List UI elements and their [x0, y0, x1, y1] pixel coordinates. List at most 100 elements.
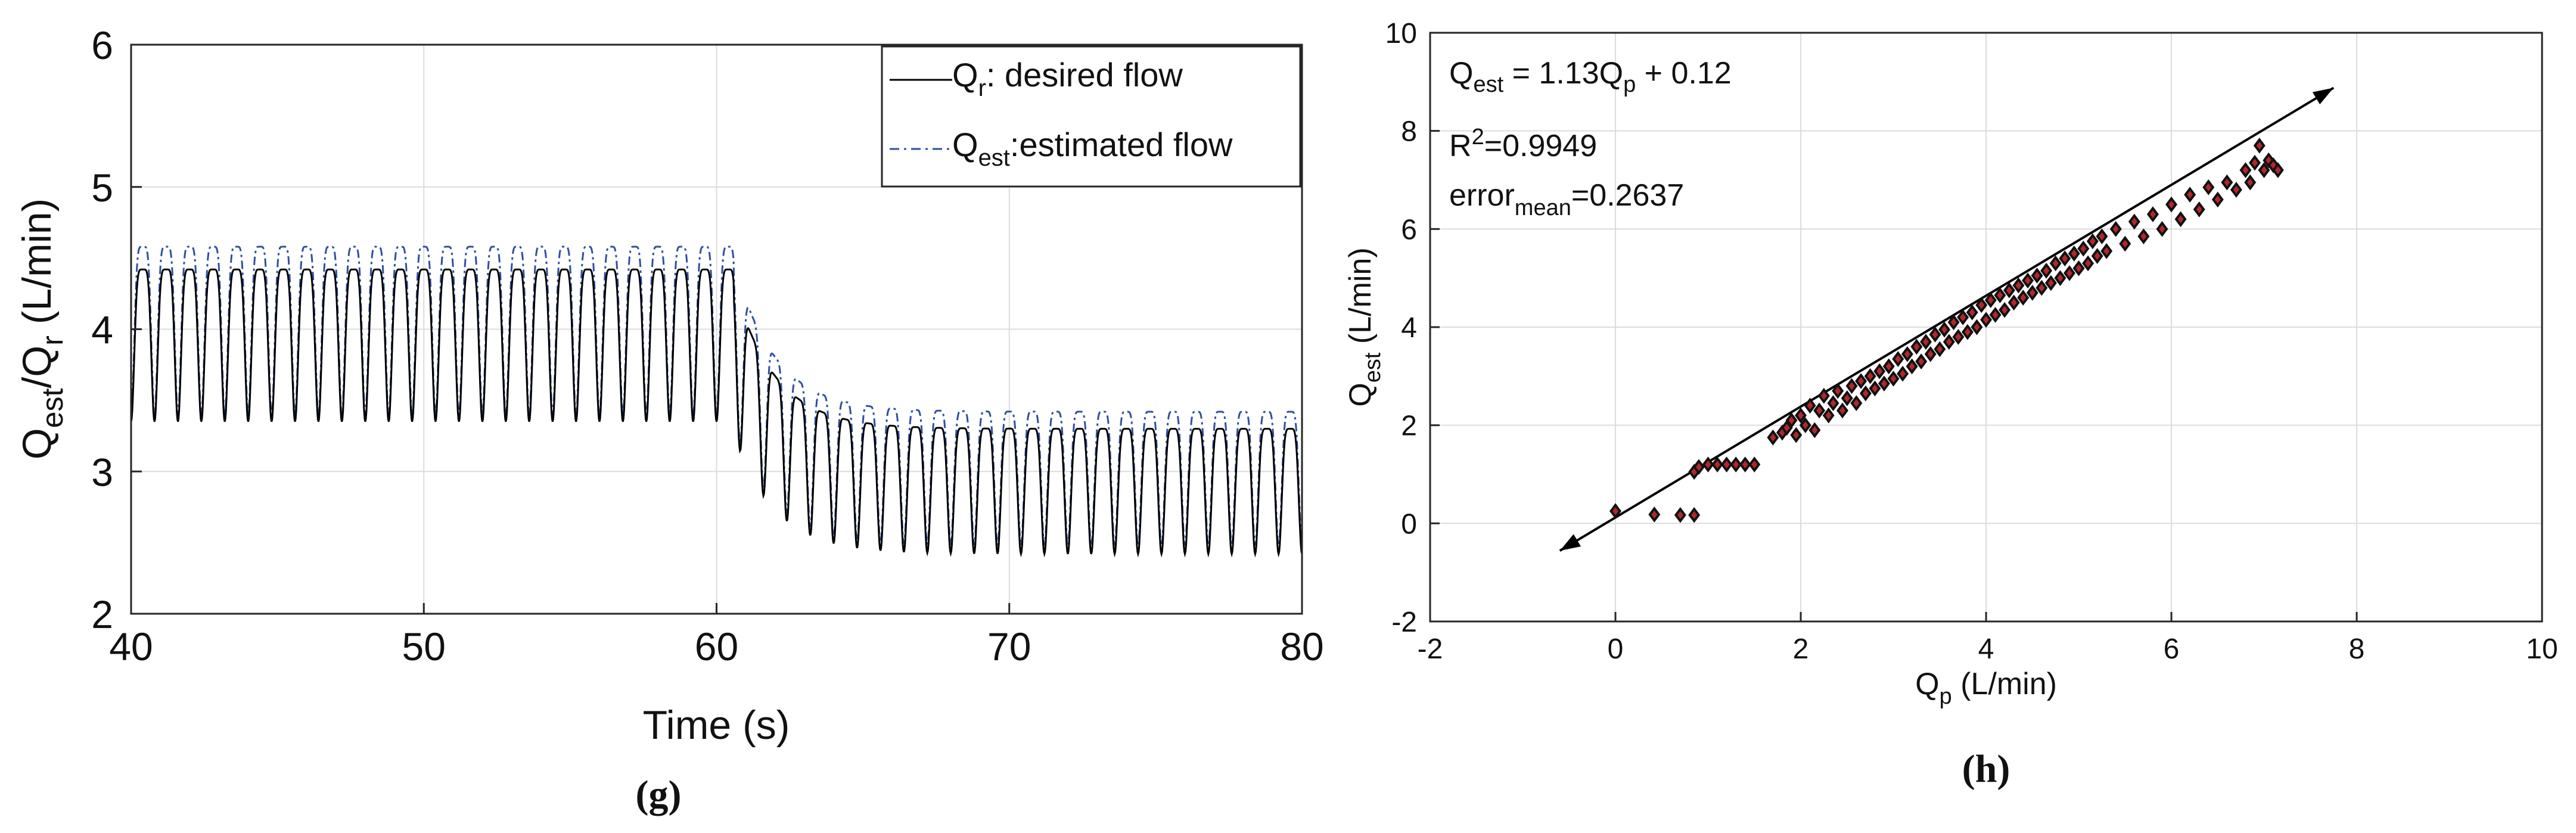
y-tick-label: 2 — [1401, 411, 1417, 442]
scatter-point — [2077, 240, 2090, 257]
scatter-point — [2244, 174, 2257, 191]
scatter-point — [1809, 422, 1821, 439]
scatter-point — [2049, 255, 2062, 272]
annotation-error: errormean=0.2637 — [1449, 178, 1684, 220]
chart-h-xlabel: Qp (L/min) — [1915, 667, 2057, 709]
scatter-point — [1817, 387, 1830, 404]
scatter-point — [1966, 304, 1978, 321]
scatter-point — [2128, 213, 2140, 230]
scatter-point — [1648, 506, 1661, 523]
scatter-point — [2086, 233, 2099, 250]
scatter-point — [2040, 262, 2053, 279]
chart-g-legend: Qr: desired flow Qest:estimated flow — [881, 45, 1301, 188]
series-estimated — [130, 245, 1303, 546]
scatter-point — [1873, 363, 1886, 380]
scatter-point — [1855, 373, 1867, 389]
scatter-point — [1952, 329, 1965, 345]
y-tick-label: 8 — [1401, 116, 1417, 148]
y-tick-label: 3 — [91, 450, 113, 494]
scatter-point — [2119, 235, 2131, 252]
x-tick-label: 70 — [987, 624, 1031, 669]
scatter-point — [1957, 309, 1969, 325]
x-tick-label: 0 — [1608, 633, 1624, 665]
scatter-point — [1822, 407, 1835, 424]
scatter-point — [2184, 187, 2196, 203]
scatter-point — [1702, 456, 1714, 473]
x-tick-label: 8 — [2349, 633, 2365, 665]
scatter-point — [1609, 503, 1621, 520]
scatter-point — [1938, 321, 1951, 338]
scatter-point — [1845, 378, 1858, 394]
x-tick-label: 6 — [2164, 633, 2180, 665]
scatter-point — [2031, 268, 2043, 284]
scatter-point — [1832, 383, 1844, 399]
chart-g-series — [130, 245, 1303, 558]
y-tick-label: 6 — [91, 23, 113, 67]
scatter-point — [1827, 395, 1839, 411]
scatter-point — [1971, 319, 1983, 335]
scatter-point — [2272, 162, 2284, 178]
scatter-point — [1915, 353, 1928, 369]
scatter-point — [1975, 297, 1988, 313]
scatter-point — [1674, 507, 1686, 523]
chart-h-points — [1609, 138, 2284, 523]
scatter-point — [1906, 358, 1918, 375]
scatter-point — [1720, 456, 1733, 473]
scatter-point — [1934, 341, 1946, 358]
scatter-point — [2096, 228, 2108, 245]
scatter-point — [1785, 412, 1798, 428]
scatter-point — [2008, 294, 2020, 311]
scatter-point — [1688, 507, 1701, 523]
scatter-point — [1813, 402, 1826, 419]
scatter-point — [2026, 285, 2039, 301]
scatter-point — [1924, 346, 1937, 362]
scatter-point — [1730, 456, 1742, 473]
x-tick-label: 2 — [1793, 633, 1809, 665]
scatter-point — [1841, 390, 1853, 406]
scatter-point — [1994, 287, 2006, 303]
scatter-point — [2044, 275, 2057, 291]
chart-g-legend-box — [881, 45, 1301, 188]
annotation-equation: Qest = 1.13Qp + 0.12 — [1449, 56, 1732, 97]
scatter-point — [1836, 402, 1848, 419]
scatter-point — [2054, 270, 2067, 286]
fit-arrowhead-upper — [2312, 88, 2334, 105]
series-desired — [130, 268, 1303, 558]
scatter-point — [2211, 191, 2224, 208]
scatter-point — [1887, 371, 1900, 387]
caption-g: (g) — [636, 773, 682, 816]
annotation-r2: R2=0.9949 — [1449, 125, 1597, 163]
scatter-point — [2059, 250, 2071, 267]
scatter-point — [2003, 282, 2015, 299]
scatter-point — [2082, 255, 2095, 272]
scatter-point — [1799, 417, 1811, 434]
scatter-point — [2109, 221, 2122, 237]
scatter-point — [2230, 182, 2242, 198]
chart-g-xlabel: Time (s) — [643, 703, 790, 748]
fit-arrowhead-lower — [1559, 534, 1581, 551]
scatter-point — [2165, 196, 2177, 213]
y-tick-label: 5 — [91, 166, 113, 210]
x-tick-label: 4 — [1978, 633, 1994, 665]
y-tick-label: 10 — [1385, 18, 1417, 49]
scatter-point — [1897, 365, 1909, 382]
scatter-point — [1869, 380, 1881, 397]
caption-h: (h) — [1962, 747, 2011, 791]
chart-g: 40 50 60 70 80 2 3 4 5 6 Qr: desired flow Qest:es… — [14, 23, 1324, 816]
y-tick-label: 0 — [1401, 508, 1417, 540]
scatter-point — [1795, 407, 1807, 424]
chart-h-grid — [1430, 33, 2542, 621]
scatter-point — [1947, 314, 1960, 331]
scatter-point — [1748, 456, 1761, 473]
scatter-point — [1910, 338, 1923, 355]
scatter-point — [1790, 427, 1803, 443]
x-tick-label: 40 — [109, 624, 153, 669]
scatter-point — [2036, 279, 2048, 296]
x-tick-label: 50 — [402, 624, 446, 669]
y-tick-label: -2 — [1391, 607, 1417, 638]
chart-h-ticks: -2 0 2 4 6 8 10 -2 0 2 4 6 8 10 — [1385, 18, 2558, 665]
scatter-point — [1892, 351, 1904, 367]
scatter-point — [1882, 358, 1895, 375]
scatter-point — [2221, 174, 2233, 191]
